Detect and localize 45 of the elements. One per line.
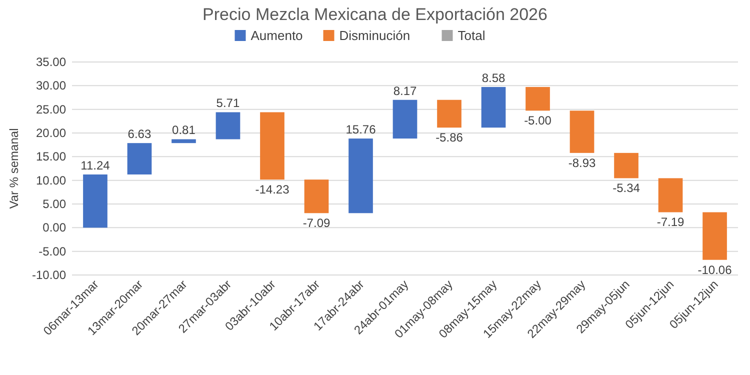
chart-title: Precio Mezcla Mexicana de Exportación 2026: [202, 5, 548, 24]
data-label: -5.86: [436, 130, 464, 145]
data-label: -7.19: [656, 215, 685, 230]
y-tick-label: -10.00: [32, 268, 66, 282]
bar: [658, 178, 683, 212]
y-tick-label: 25.00: [36, 102, 66, 116]
y-tick-label: 15.00: [36, 150, 66, 164]
bar: [614, 152, 638, 178]
bar: [702, 212, 727, 260]
bar: [83, 174, 108, 228]
bar: [304, 180, 329, 214]
bar: [172, 139, 196, 144]
y-tick-label: 10.00: [36, 173, 66, 188]
data-label: -14.23: [255, 182, 290, 197]
legend-label: Disminución: [339, 28, 410, 43]
bar: [526, 86, 550, 111]
data-label: -5.34: [612, 181, 640, 196]
y-tick-label: 30.00: [36, 78, 66, 93]
data-label: 8.58: [482, 70, 506, 85]
bar: [260, 112, 284, 180]
y-axis-title: Var % semanal: [7, 128, 21, 209]
legend-label: Aumento: [250, 28, 303, 43]
bar: [348, 138, 373, 214]
y-tick-label: 20.00: [36, 126, 66, 140]
y-tick-label: 5.00: [42, 197, 66, 211]
y-tick-label: 35.00: [36, 55, 66, 69]
bar: [481, 86, 506, 128]
bar: [570, 110, 594, 153]
data-label: 15.76: [346, 122, 376, 137]
y-tick-label: 0.00: [42, 220, 66, 235]
legend-label: Total: [458, 28, 486, 43]
data-label: -7.09: [302, 216, 330, 230]
data-label: 6.63: [128, 127, 152, 142]
bar: [392, 100, 418, 139]
bar: [127, 143, 152, 174]
bar: [437, 100, 462, 128]
data-label: -10.06: [698, 262, 732, 277]
data-label: 11.24: [80, 158, 110, 172]
data-label: 0.81: [172, 123, 196, 138]
data-label: 5.71: [216, 96, 240, 110]
data-label: 8.17: [393, 84, 417, 98]
data-label: -5.00: [524, 114, 552, 128]
bar: [216, 112, 240, 140]
data-label: -8.93: [568, 156, 596, 170]
y-tick-label: -5.00: [38, 244, 66, 258]
